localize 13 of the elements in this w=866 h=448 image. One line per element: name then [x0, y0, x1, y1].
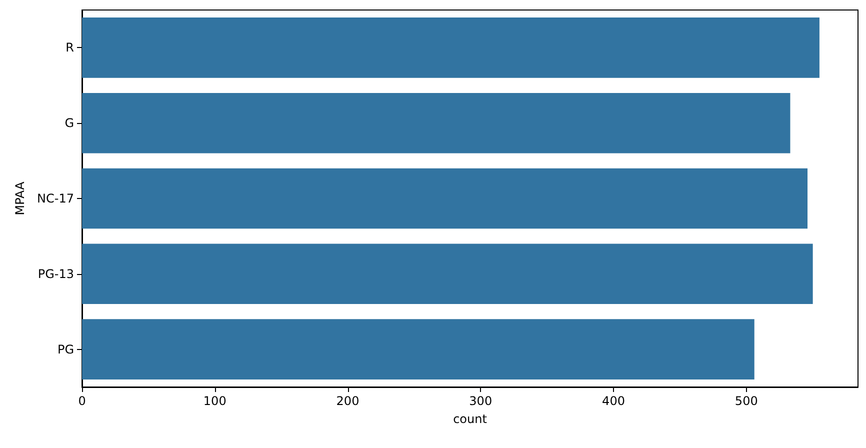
y-tick-label: PG-13	[38, 266, 74, 281]
y-tick-label: G	[64, 116, 74, 130]
y-tick-label: R	[66, 40, 74, 55]
y-axis-title: MPAA	[13, 180, 28, 216]
x-tick-label: 300	[469, 394, 492, 408]
y-tick-label: NC-17	[37, 192, 74, 206]
x-tick-label: 400	[602, 394, 625, 408]
x-axis-title: count	[453, 412, 488, 426]
x-tick-label: 200	[336, 394, 360, 408]
y-tick-label: PG	[57, 342, 74, 356]
x-tick-label: 100	[203, 394, 226, 408]
x-tick-label: 0	[78, 394, 86, 408]
x-tick-label: 500	[734, 394, 758, 408]
